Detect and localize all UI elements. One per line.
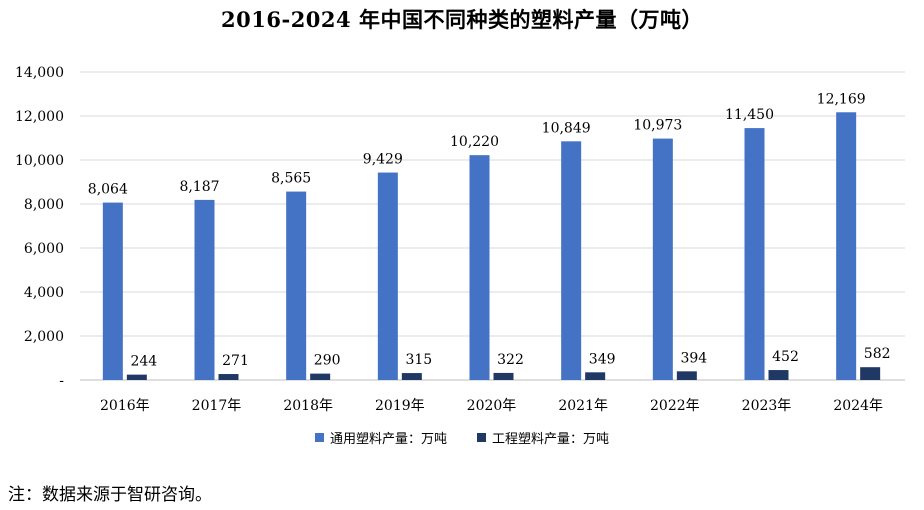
x-tick-label: 2024年 [833,398,883,414]
bar [377,172,398,380]
y-tick-label: - [59,373,64,389]
bar [652,138,673,380]
bar [744,128,765,380]
x-tick-label: 2023年 [742,398,792,414]
x-tick-label: 2019年 [375,398,425,414]
data-label: 315 [405,352,432,368]
y-tick-label: 4,000 [24,285,64,301]
bar [469,155,490,380]
bar [126,374,147,380]
data-label: 10,220 [450,134,499,150]
x-tick-label: 2017年 [192,398,242,414]
bar [676,371,697,380]
data-label: 11,450 [725,107,774,123]
x-tick-label: 2020年 [467,398,517,414]
data-label: 8,064 [88,182,128,198]
bar [585,372,606,380]
bar [493,372,514,380]
bar [310,373,331,380]
bar [561,141,582,380]
bar [102,202,123,380]
y-tick-label: 10,000 [15,153,64,169]
source-note: 注：数据来源于智研咨询。 [8,485,212,505]
bar [836,112,857,381]
data-label: 322 [497,352,524,368]
chart-title: 2016-2024 年中国不同种类的塑料产量（万吨） [221,7,703,32]
legend-swatch-engineering [477,433,486,442]
data-label: 394 [680,350,707,366]
data-label: 10,973 [633,118,682,134]
data-label: 12,169 [817,91,866,107]
legend-label-engineering: 工程塑料产量：万吨 [492,432,610,447]
data-label: 582 [864,346,891,362]
data-label: 349 [589,351,616,367]
data-label: 10,849 [542,120,591,136]
x-tick-label: 2021年 [558,398,608,414]
x-tick-label: 2022年 [650,398,700,414]
bar [768,370,789,380]
data-label: 452 [772,349,799,365]
data-label: 8,187 [179,179,219,195]
legend-item-engineering: 工程塑料产量：万吨 [477,428,609,447]
x-tick-label: 2016年 [100,398,150,414]
data-label: 290 [314,353,341,369]
legend-swatch-general [314,433,324,442]
bar [286,191,307,380]
bar [401,373,422,380]
bar [194,199,215,380]
legend: 通用塑料产量：万吨 工程塑料产量：万吨 [0,428,924,447]
data-label: 8,565 [271,171,311,187]
y-tick-label: 2,000 [24,329,64,345]
bar-chart: - 2,000 4,000 6,000 8,000 10,000 12,000 14,000 8… [15,65,905,414]
y-tick-label: 6,000 [24,241,64,257]
y-tick-label: 8,000 [24,197,64,213]
data-label: 244 [130,354,157,370]
data-label: 9,429 [363,152,403,168]
legend-label-general: 通用塑料产量：万吨 [329,432,447,447]
x-tick-label: 2018年 [283,398,333,414]
legend-item-general: 通用塑料产量：万吨 [314,428,447,447]
y-tick-label: 14,000 [15,65,64,81]
data-label: 271 [222,353,249,369]
bar [860,367,881,380]
y-tick-label: 12,000 [15,109,64,125]
bar [218,374,239,380]
